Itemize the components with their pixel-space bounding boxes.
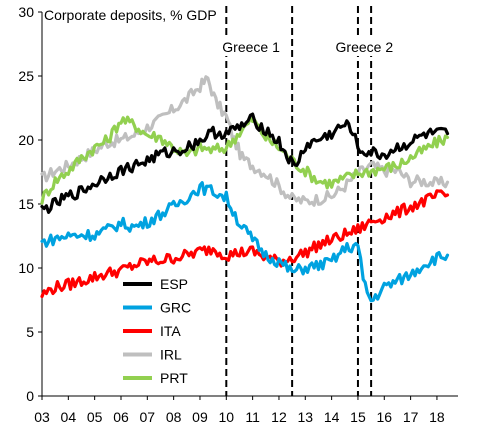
y-tick-label: 25 [18,68,34,84]
legend-label-grc: GRC [160,300,191,316]
annotation-label-bg [220,38,291,56]
series-line-grc [40,181,450,303]
x-tick-label: 17 [403,409,419,425]
x-tick-label: 03 [34,409,50,425]
annotation-label-greece-2: Greece 2 [336,39,394,55]
x-tick-label: 07 [140,409,156,425]
series-line-irl [40,75,450,207]
series-line-ita [40,189,450,299]
chart-title: Corporate deposits, % GDP [44,7,217,23]
x-tick-label: 13 [298,409,314,425]
x-tick-label: 12 [271,409,287,425]
legend-label-esp: ESP [160,276,188,292]
annotation-lines: Greece 1 Greece 2 [220,6,404,396]
x-tick-label: 16 [376,409,392,425]
x-tick-label: 18 [429,409,445,425]
series-group [40,75,450,303]
y-tick-label: 30 [18,4,34,20]
y-tick-label: 0 [26,388,34,404]
legend: ESP GRC ITA IRL PRT [123,276,191,386]
y-tick-label: 20 [18,132,34,148]
annotation-label-bg [333,38,404,56]
x-tick-label: 10 [219,409,235,425]
legend-label-ita: ITA [160,323,181,339]
x-tick-label: 06 [113,409,129,425]
x-tick-label: 04 [61,409,77,425]
x-tick-label: 14 [324,409,340,425]
y-tick-label: 5 [26,324,34,340]
legend-label-irl: IRL [160,347,182,363]
x-tick-label: 15 [350,409,366,425]
x-tick-label: 08 [166,409,182,425]
x-tick-label: 11 [245,409,260,425]
annotation-label-greece-1: Greece 1 [222,39,280,55]
series-line-esp [40,112,450,214]
x-tick-label: 09 [192,409,208,425]
y-tick-label: 10 [18,260,34,276]
x-tick-label: 05 [87,409,103,425]
y-tick-label: 15 [18,196,34,212]
legend-label-prt: PRT [160,370,188,386]
